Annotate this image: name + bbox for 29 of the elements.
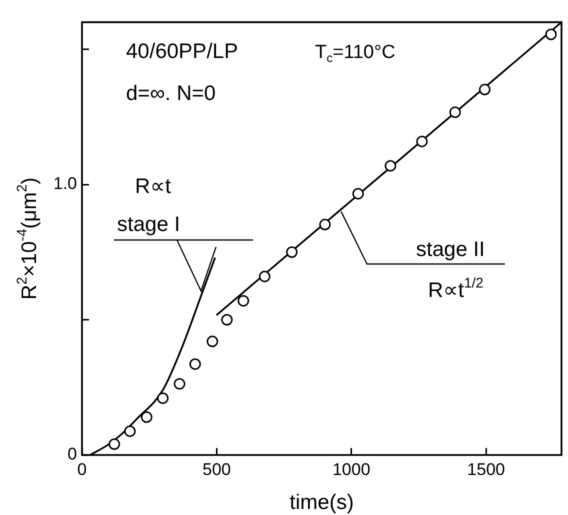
point [384, 160, 396, 172]
annotation: stage I [117, 213, 180, 236]
annotation: d=∞. N=0 [126, 82, 216, 105]
point [319, 218, 331, 230]
point [416, 136, 428, 148]
point [124, 425, 136, 437]
x-tick-label: 1000 [332, 460, 370, 479]
x-tick-label: 1500 [467, 460, 505, 479]
point [545, 28, 557, 40]
point [189, 358, 201, 370]
point [140, 411, 152, 423]
x-tick-label: 500 [202, 460, 231, 479]
point [286, 246, 298, 258]
x-axis-title: time(s) [290, 491, 354, 514]
point [478, 84, 490, 96]
point [108, 438, 120, 450]
annotation: R∝t [135, 175, 172, 198]
point [221, 314, 233, 326]
y-axis-title: R2×10-4(μm2) [14, 177, 41, 300]
point [352, 188, 364, 200]
point [157, 392, 169, 404]
point [449, 106, 461, 118]
point [174, 378, 186, 390]
annotation: 40/60PP/LP [126, 40, 238, 63]
y-tick-label: 1.0 [53, 174, 77, 194]
point [258, 270, 270, 282]
point [206, 336, 218, 348]
point [238, 295, 250, 307]
annotation: stage II [416, 238, 485, 261]
